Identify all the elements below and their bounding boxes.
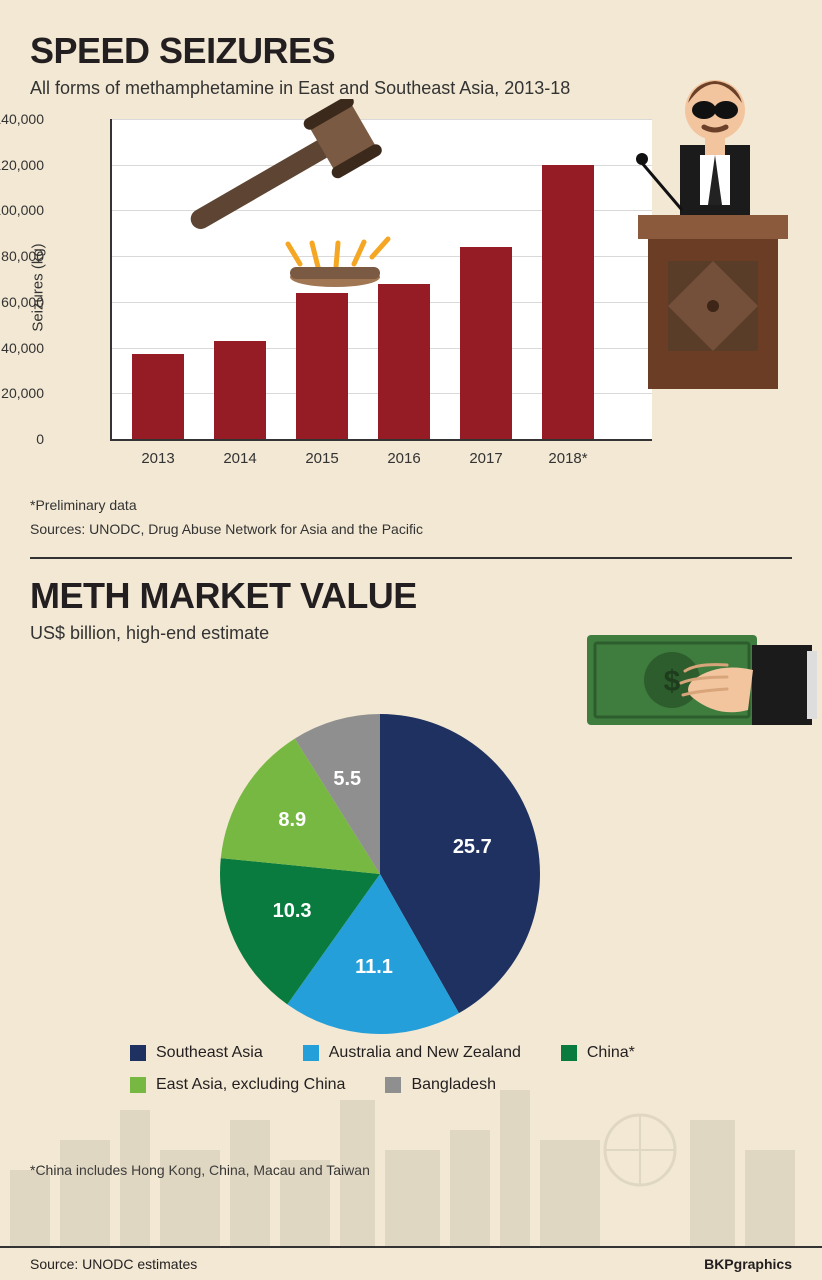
x-tick-label: 2014 [223,450,256,467]
bar [378,284,430,439]
sources-note: Sources: UNODC, Drug Abuse Network for A… [30,521,792,537]
slice-value: 10.3 [273,900,312,923]
y-tick-label: 120,000 [0,157,44,173]
legend-swatch [130,1077,146,1093]
seizures-subtitle: All forms of methamphetamine in East and… [30,78,792,99]
legend-item: China* [561,1044,635,1062]
legend-item: Bangladesh [385,1076,496,1094]
legend: Southeast Asia Australia and New Zealand C… [130,1044,752,1108]
y-tick-label: 20,000 [1,385,44,401]
footer-source: Source: UNODC estimates [30,1256,197,1272]
x-tick-label: 2015 [305,450,338,467]
y-tick-label: 140,000 [0,111,44,127]
gridline [110,119,652,120]
market-panel: METH MARKET VALUE US$ billion, high-end … [0,559,822,1178]
bar [132,354,184,439]
seizures-title: SPEED SEIZURES [30,30,792,72]
legend-swatch [130,1045,146,1061]
bar [542,165,594,439]
y-tick-label: 40,000 [1,340,44,356]
slice-value: 11.1 [355,956,393,979]
y-tick-label: 100,000 [0,202,44,218]
legend-swatch [385,1077,401,1093]
slice-value: 8.9 [278,809,306,832]
legend-swatch [303,1045,319,1061]
x-tick-label: 2018* [548,450,587,467]
pie-chart: 25.7 11.1 10.3 8.9 5.5 Southeast Asia Austral… [30,664,792,1084]
x-tick-label: 2013 [141,450,174,467]
pie-svg [210,704,550,1044]
bar-chart: 020,00040,00060,00080,000100,000120,0001… [30,119,792,489]
footer-credit: BKPgraphics [704,1256,792,1272]
x-tick-label: 2017 [469,450,502,467]
legend-label: Australia and New Zealand [329,1044,521,1062]
y-axis-label: Seizures (kg) [30,243,47,331]
bar [296,293,348,439]
bar [214,341,266,439]
slice-value: 5.5 [333,768,361,791]
seizures-panel: SPEED SEIZURES All forms of methamphetam… [0,0,822,559]
slice-value: 25.7 [453,836,492,859]
legend-row: East Asia, excluding China Bangladesh [130,1076,752,1094]
legend-label: Bangladesh [411,1076,496,1094]
market-title: METH MARKET VALUE [30,575,792,617]
legend-item: Australia and New Zealand [303,1044,521,1062]
legend-label: Southeast Asia [156,1044,263,1062]
legend-label: East Asia, excluding China [156,1076,345,1094]
preliminary-note: *Preliminary data [30,497,792,513]
x-tick-label: 2016 [387,450,420,467]
legend-item: East Asia, excluding China [130,1076,345,1094]
china-note: *China includes Hong Kong, China, Macau … [30,1162,792,1178]
y-tick-label: 0 [36,431,44,447]
legend-item: Southeast Asia [130,1044,263,1062]
legend-swatch [561,1045,577,1061]
legend-label: China* [587,1044,635,1062]
legend-row: Southeast Asia Australia and New Zealand C… [130,1044,752,1062]
bar [460,247,512,439]
market-subtitle: US$ billion, high-end estimate [30,623,792,644]
footer: Source: UNODC estimates BKPgraphics [0,1246,822,1280]
